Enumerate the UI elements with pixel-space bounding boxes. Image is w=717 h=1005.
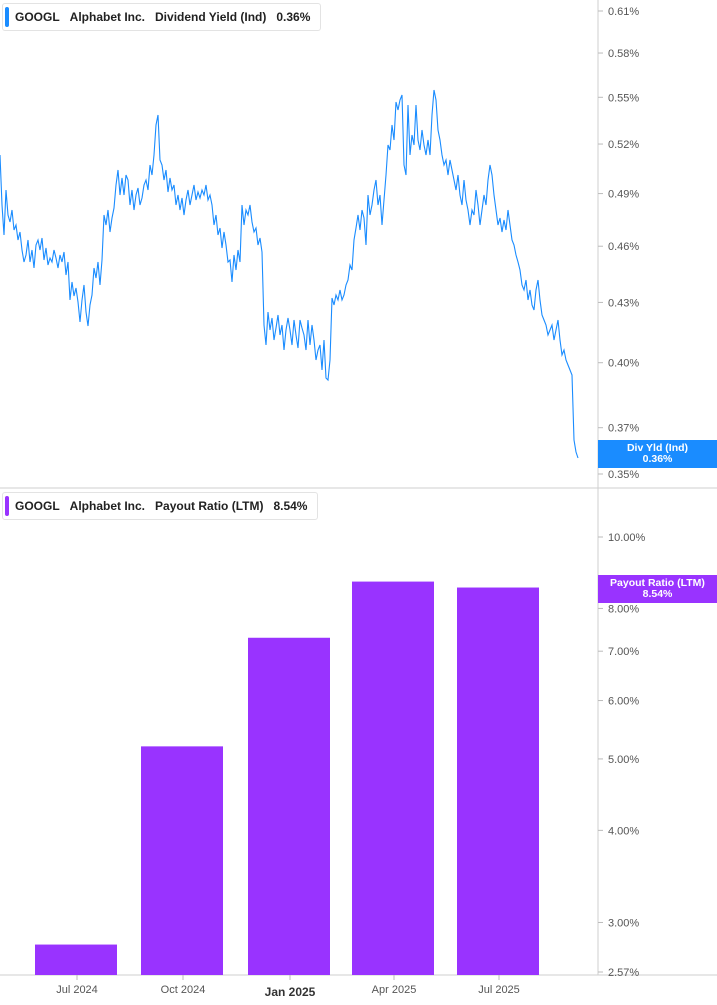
- payout-ratio-legend[interactable]: GOOGL Alphabet Inc. Payout Ratio (LTM) 8…: [2, 492, 319, 520]
- legend-metric: Dividend Yield (Ind): [155, 10, 267, 24]
- dividend-yield-y-tick-label: 0.40%: [608, 358, 639, 370]
- dividend-yield-line: [0, 89, 579, 459]
- payout-ratio-y-tick-label: 7.00%: [608, 646, 639, 658]
- legend-value: 0.36%: [276, 10, 311, 24]
- dividend-yield-price-tag: Div Yld (Ind) 0.36%: [598, 440, 717, 468]
- legend-company: Alphabet Inc.: [69, 10, 146, 24]
- legend-company: Alphabet Inc.: [69, 499, 146, 513]
- series-color-swatch: [5, 496, 9, 516]
- x-axis-label: Apr 2025: [372, 984, 417, 996]
- x-axis-label: Jul 2024: [56, 984, 98, 996]
- payout-ratio-y-tick-label: 4.00%: [608, 825, 639, 837]
- dividend-yield-y-tick-label: 0.58%: [608, 48, 639, 60]
- payout-ratio-bar: [457, 587, 539, 975]
- payout-ratio-bar: [35, 944, 117, 975]
- legend-ticker: GOOGL: [15, 499, 60, 513]
- payout-ratio-price-tag: Payout Ratio (LTM) 8.54%: [598, 575, 717, 603]
- dividend-yield-y-tick-label: 0.61%: [608, 6, 639, 18]
- dividend-yield-y-tick-label: 0.55%: [608, 92, 639, 104]
- payout-ratio-y-tick-label: 6.00%: [608, 696, 639, 708]
- payout-ratio-y-tick-label: 2.57%: [608, 967, 639, 979]
- payout-ratio-bar: [141, 746, 223, 975]
- legend-ticker: GOOGL: [15, 10, 60, 24]
- legend-metric: Payout Ratio (LTM): [155, 499, 264, 513]
- tag-value: 8.54%: [642, 588, 673, 600]
- tag-label: Payout Ratio (LTM): [610, 577, 705, 589]
- x-axis-label: Jan 2025: [265, 985, 316, 999]
- dividend-yield-legend[interactable]: GOOGL Alphabet Inc. Dividend Yield (Ind)…: [2, 3, 322, 31]
- x-axis-label: Jul 2025: [478, 984, 520, 996]
- dividend-yield-y-tick-label: 0.52%: [608, 139, 639, 151]
- payout-ratio-y-tick-label: 10.00%: [608, 532, 646, 544]
- payout-ratio-y-tick-label: 8.00%: [608, 603, 639, 615]
- payout-ratio-y-tick-label: 3.00%: [608, 917, 639, 929]
- payout-ratio-bar: [352, 581, 434, 975]
- legend-value: 8.54%: [273, 499, 308, 513]
- x-axis-label: Oct 2024: [161, 984, 206, 996]
- tag-value: 0.36%: [642, 453, 673, 465]
- series-color-swatch: [5, 7, 9, 27]
- dividend-yield-y-tick-label: 0.43%: [608, 297, 639, 309]
- dividend-yield-y-tick-label: 0.37%: [608, 423, 639, 435]
- payout-ratio-y-tick-label: 5.00%: [608, 754, 639, 766]
- dividend-yield-y-tick-label: 0.35%: [608, 469, 639, 481]
- dividend-yield-y-tick-label: 0.49%: [608, 189, 639, 201]
- payout-ratio-bar: [248, 637, 330, 975]
- tag-label: Div Yld (Ind): [626, 442, 689, 454]
- dividend-yield-y-tick-label: 0.46%: [608, 241, 639, 253]
